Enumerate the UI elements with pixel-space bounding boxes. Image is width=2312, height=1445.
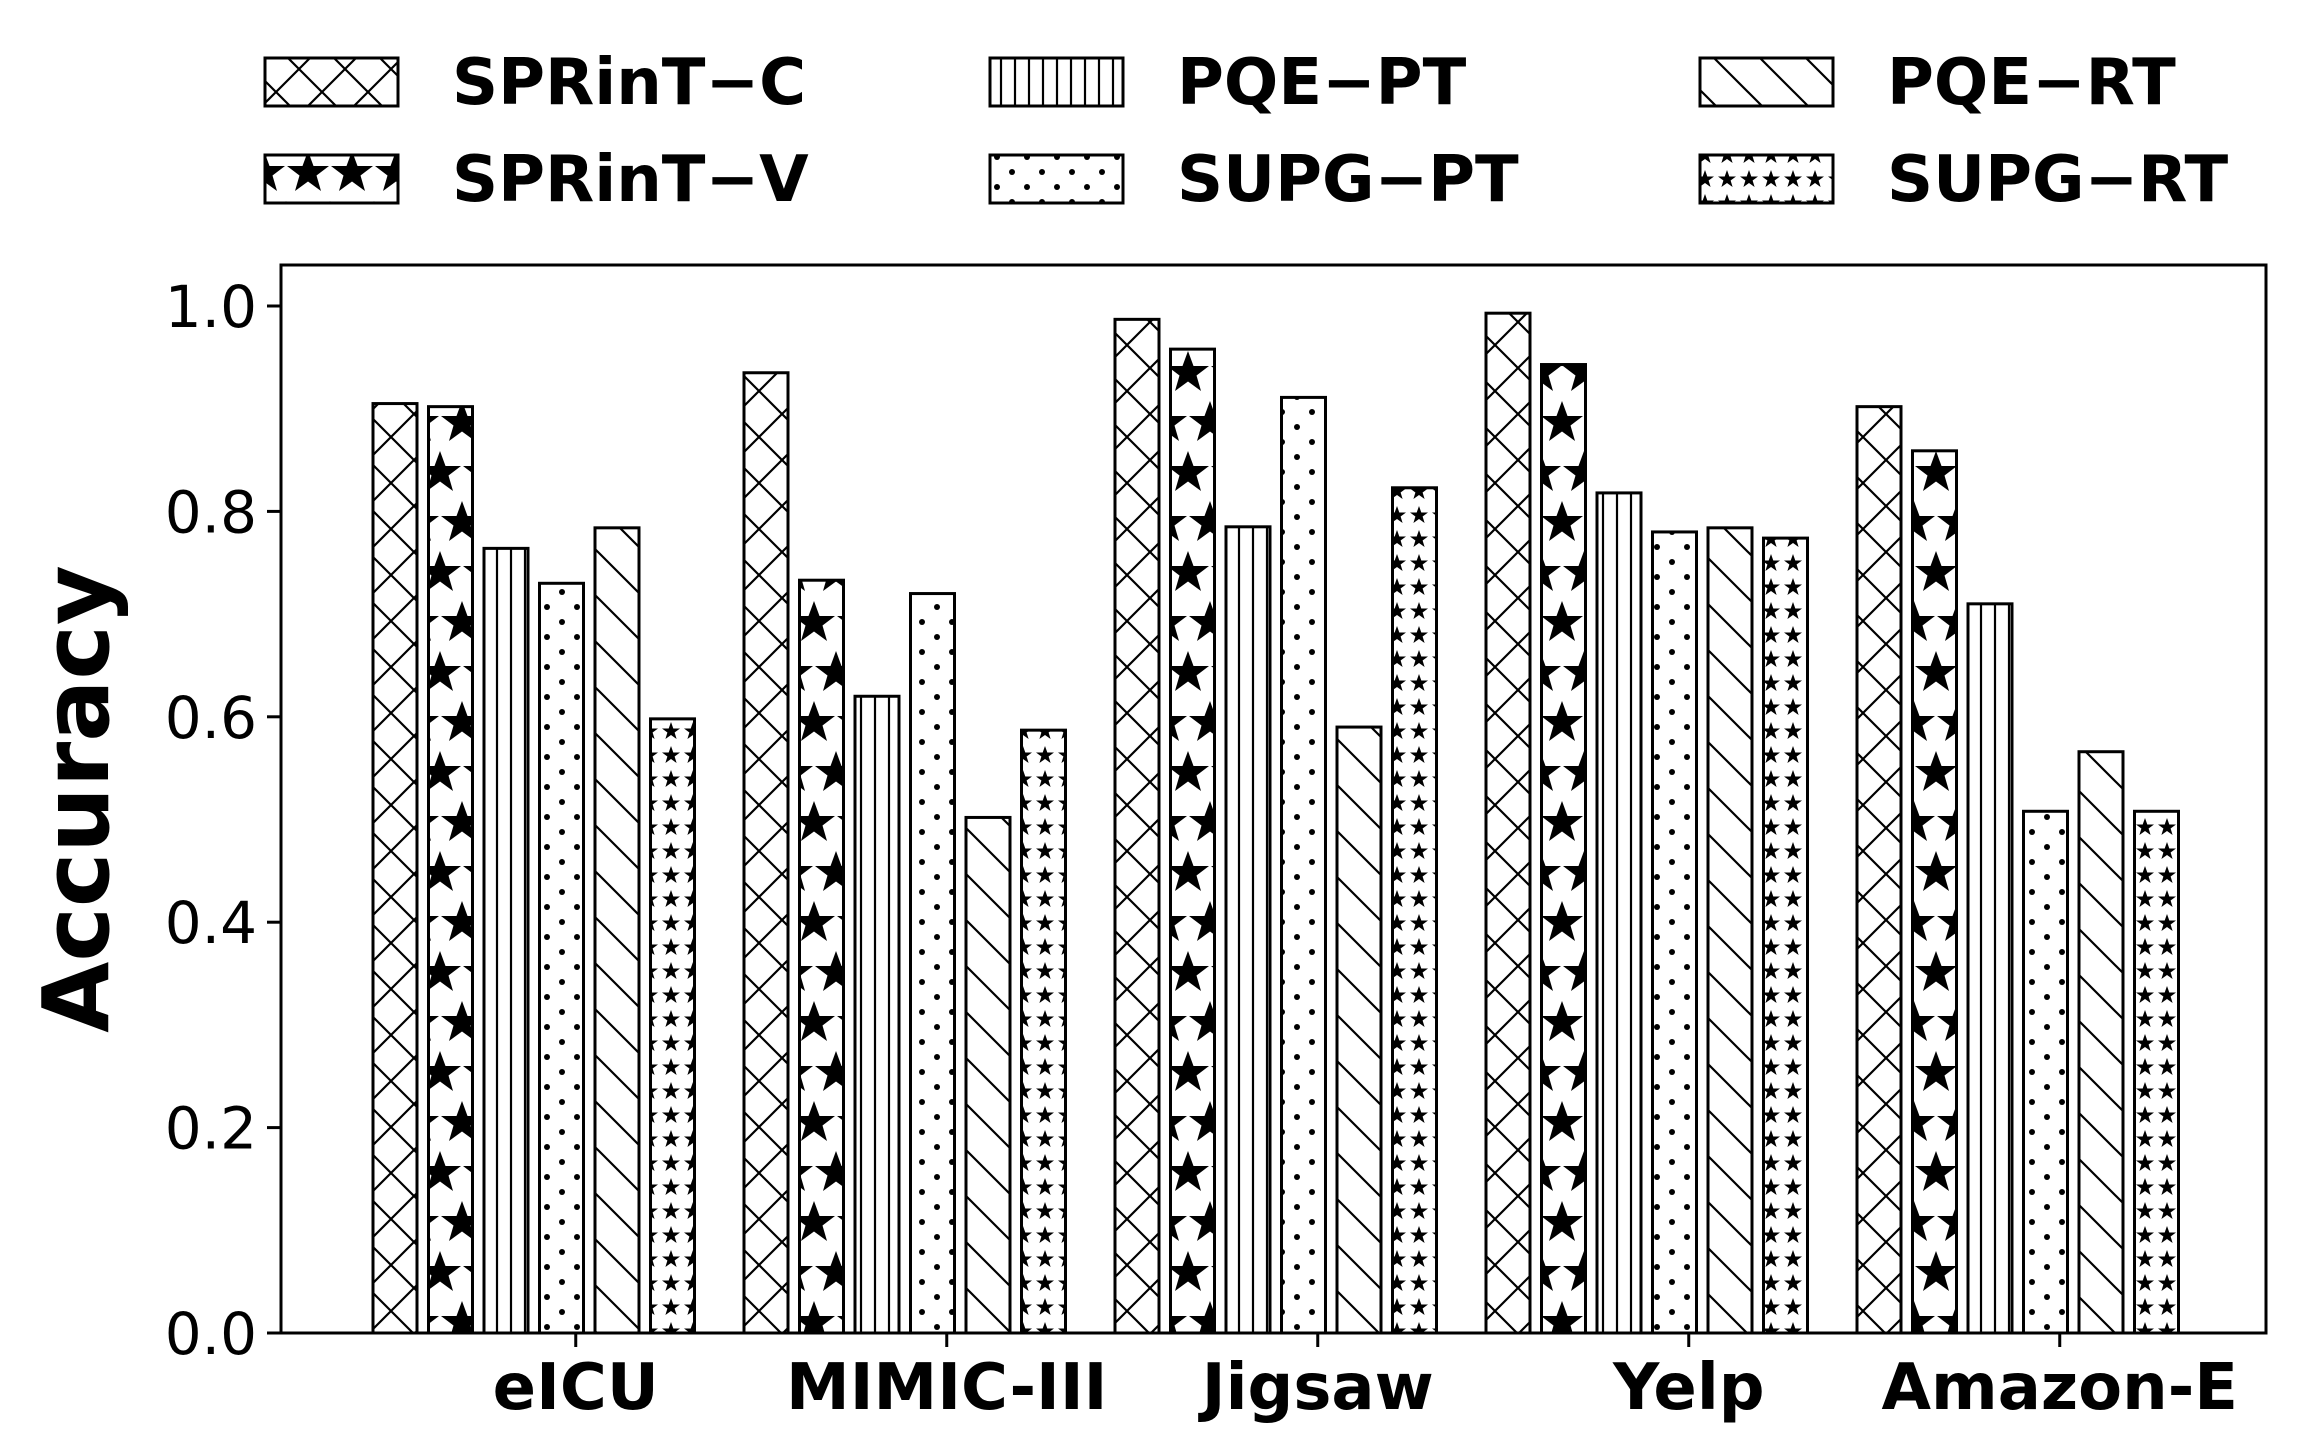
y-axis: 0.0 0.2 0.4 0.6 0.8 1.0 <box>165 273 281 1368</box>
bar-amazon-e-series-4 <box>2022 809 2069 1335</box>
bar-jigsaw-series-6 <box>1391 486 1438 1335</box>
bar-series-group <box>371 311 2180 1335</box>
small-stars-legend-swatch-icon <box>1698 153 1835 205</box>
y-tick-label: 1.0 <box>165 273 257 341</box>
y-tick-label: 0.0 <box>165 1300 257 1368</box>
crosshatch-legend-swatch-icon <box>263 56 400 108</box>
vertical-lines-legend-swatch-icon <box>988 56 1125 108</box>
x-tick-label: Amazon-E <box>1882 1351 2238 1425</box>
legend-entry-label: SPRinT−V <box>452 143 809 217</box>
dots-legend-swatch-icon <box>988 153 1125 205</box>
bar-eicu-series-6 <box>649 717 696 1335</box>
y-tick-label: 0.8 <box>165 478 257 546</box>
x-tick-label: MIMIC-III <box>786 1351 1107 1425</box>
bar-jigsaw-series-5 <box>1335 725 1383 1335</box>
bar-yelp-series-2 <box>1540 363 1587 1335</box>
y-tick-label: 0.6 <box>165 684 257 752</box>
bar-mimic-iii-series-3 <box>853 694 901 1335</box>
y-tick-label: 0.4 <box>165 889 257 957</box>
legend-entry-label: PQE−RT <box>1887 46 2176 120</box>
legend-entry-label: PQE−PT <box>1177 46 1467 120</box>
bar-eicu-series-5 <box>593 526 641 1335</box>
legend-entry-label: SPRinT−C <box>452 46 806 120</box>
bar-amazon-e-series-2 <box>1911 449 1958 1335</box>
bar-mimic-iii-series-5 <box>964 815 1012 1335</box>
bar-yelp-series-3 <box>1595 491 1643 1335</box>
bar-amazon-e-series-5 <box>2077 750 2125 1335</box>
bar-mimic-iii-series-1 <box>742 371 790 1335</box>
bar-jigsaw-series-2 <box>1169 347 1216 1335</box>
y-tick-label: 0.2 <box>165 1095 257 1163</box>
legend: SPRinT−C SPRinT−V PQE−PT SUPG−PT PQE−RT SUPG−… <box>263 46 2229 217</box>
bar-mimic-iii-series-2 <box>798 578 845 1335</box>
legend-entry-label: SUPG−PT <box>1177 143 1519 217</box>
bar-jigsaw-series-3 <box>1224 525 1272 1335</box>
plot-frame <box>279 263 2268 1335</box>
bar-yelp-series-6 <box>1762 536 1809 1335</box>
bar-eicu-series-3 <box>482 546 530 1335</box>
x-tick-label: Jigsaw <box>1198 1351 1434 1425</box>
bar-jigsaw-series-4 <box>1280 395 1327 1335</box>
large-stars-legend-swatch-icon <box>263 153 400 205</box>
bar-yelp-series-4 <box>1651 530 1698 1335</box>
x-tick-label: Yelp <box>1612 1351 1765 1425</box>
bar-amazon-e-series-1 <box>1855 405 1903 1335</box>
x-axis: eICU MIMIC-III Jigsaw Yelp Amazon-E <box>493 1333 2238 1425</box>
diagonal-lines-legend-swatch-icon <box>1698 56 1835 108</box>
bar-yelp-series-1 <box>1484 311 1532 1335</box>
bar-jigsaw-series-1 <box>1113 317 1161 1335</box>
bar-eicu-series-2 <box>427 405 474 1335</box>
legend-entry-label: SUPG−RT <box>1887 143 2229 217</box>
bar-amazon-e-series-3 <box>1966 602 2014 1335</box>
bar-mimic-iii-series-6 <box>1020 728 1067 1335</box>
bar-eicu-series-4 <box>538 581 585 1335</box>
bar-mimic-iii-series-4 <box>909 592 956 1335</box>
x-tick-label: eICU <box>493 1351 659 1425</box>
bar-eicu-series-1 <box>371 402 419 1335</box>
bar-yelp-series-5 <box>1706 526 1754 1335</box>
y-axis-label: Accuracy <box>23 565 130 1033</box>
bar-amazon-e-series-6 <box>2133 809 2180 1335</box>
